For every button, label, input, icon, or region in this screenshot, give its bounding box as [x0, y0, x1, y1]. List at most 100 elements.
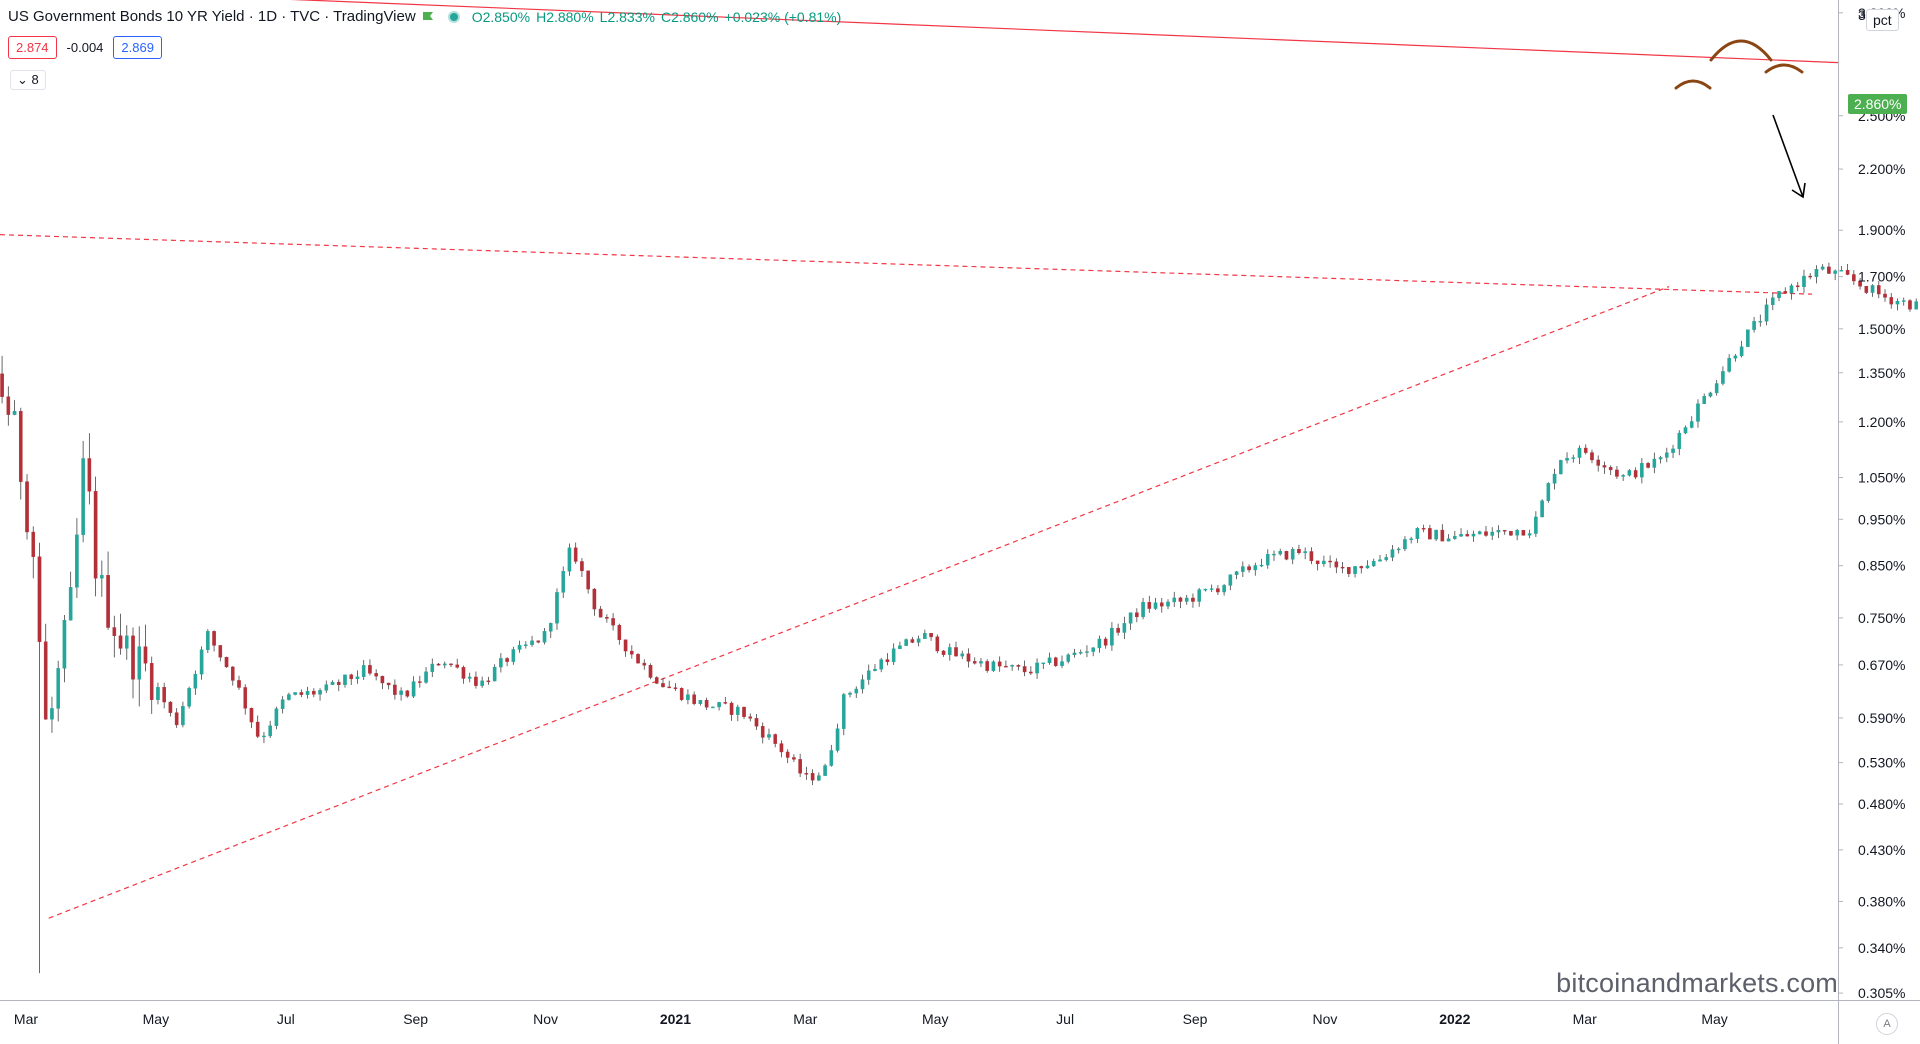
- candle-body: [829, 750, 834, 766]
- candle-down: [1602, 461, 1607, 474]
- candle-body: [573, 547, 578, 562]
- candle-down: [249, 707, 254, 729]
- watermark: bitcoinandmarkets.com: [1556, 968, 1838, 998]
- candle-down: [1340, 561, 1345, 574]
- candle-down: [935, 634, 940, 654]
- candle-body: [37, 556, 42, 642]
- candle-body: [68, 587, 73, 621]
- scale-unit-button[interactable]: pct: [1866, 9, 1899, 31]
- candle-body: [848, 692, 852, 695]
- candle-down: [131, 627, 135, 699]
- candle-body: [1583, 447, 1588, 453]
- candle-body: [1303, 551, 1307, 554]
- sell-button[interactable]: 2.874: [8, 36, 57, 59]
- candle-down: [1864, 285, 1869, 294]
- auto-scale-button[interactable]: A: [1876, 1013, 1898, 1035]
- candle-down: [474, 671, 478, 689]
- candle-body: [436, 663, 441, 666]
- candle-down: [218, 645, 223, 662]
- candle-up: [979, 658, 983, 667]
- candle-up: [75, 518, 79, 598]
- candle-up: [1035, 658, 1039, 679]
- candle-up: [1571, 454, 1576, 463]
- candle-body: [1752, 321, 1756, 330]
- candle-down: [112, 615, 117, 658]
- candle-down: [611, 613, 615, 631]
- candle-body: [1895, 300, 1900, 305]
- candle-down: [773, 733, 778, 748]
- candle-up: [274, 706, 279, 730]
- candle-body: [1777, 291, 1781, 298]
- candle-up: [1833, 269, 1837, 281]
- candle-body: [293, 692, 297, 695]
- candle-up: [199, 646, 204, 680]
- candle-up: [1272, 550, 1276, 561]
- candle-body: [1253, 565, 1258, 571]
- candle-body: [1652, 458, 1657, 468]
- candle-body: [530, 640, 534, 645]
- buy-button[interactable]: 2.869: [113, 36, 162, 59]
- candle-body: [1789, 285, 1794, 294]
- candle-body: [804, 773, 809, 775]
- candle-up: [181, 701, 185, 728]
- candle-up: [891, 643, 896, 665]
- chevron-down-icon: ⌄: [17, 72, 28, 87]
- candle-up: [1172, 591, 1177, 607]
- candle-body: [779, 743, 784, 753]
- candle-up: [1777, 291, 1781, 302]
- candle-up: [1471, 530, 1476, 542]
- candle-down: [1883, 289, 1887, 302]
- candle-body: [112, 627, 117, 636]
- candle-down: [929, 633, 933, 641]
- candle-body: [954, 647, 958, 657]
- candle-body: [904, 639, 908, 646]
- candle-body: [916, 638, 921, 643]
- candle-up: [1565, 452, 1569, 464]
- candle-up: [268, 720, 272, 739]
- candle-down: [754, 714, 759, 730]
- indicators-toggle[interactable]: ⌄ 8: [10, 70, 46, 90]
- candle-body: [1795, 285, 1800, 288]
- candle-up: [1184, 594, 1189, 605]
- candle-up: [1708, 391, 1713, 398]
- candle-body: [935, 636, 940, 652]
- candle-body: [187, 688, 191, 707]
- symbol-title[interactable]: US Government Bonds 10 YR Yield · 1D · T…: [8, 8, 416, 25]
- candle-body: [947, 647, 952, 655]
- candle-body: [1596, 459, 1601, 466]
- candle-body: [1746, 329, 1750, 347]
- x-tick-label: Jul: [277, 1011, 295, 1027]
- candle-up: [1546, 482, 1551, 503]
- candle-body: [1459, 534, 1463, 537]
- candle-down: [1428, 524, 1432, 540]
- flag-icon[interactable]: [422, 11, 434, 23]
- candle-body: [654, 677, 659, 684]
- spread-value: -0.004: [66, 40, 104, 55]
- candle-up: [960, 650, 965, 660]
- candle-up: [686, 689, 690, 705]
- candle-body: [1546, 483, 1551, 501]
- candle-down: [6, 386, 11, 426]
- candle-up: [860, 674, 865, 694]
- candle-up: [1085, 645, 1089, 658]
- candle-up: [324, 680, 329, 694]
- candle-up: [124, 625, 129, 660]
- candle-up: [1721, 366, 1725, 386]
- candle-body: [1590, 452, 1594, 461]
- candle-body: [891, 648, 896, 663]
- x-tick-label: Sep: [1183, 1011, 1208, 1027]
- candle-up: [698, 700, 703, 706]
- candle-body: [1315, 560, 1320, 565]
- candle-body: [43, 641, 48, 720]
- candle-up: [399, 687, 403, 701]
- x-tick-label: May: [922, 1011, 948, 1027]
- candle-body: [1876, 285, 1881, 295]
- candle-body: [991, 661, 996, 671]
- candle-up: [62, 614, 67, 683]
- candle-up: [1434, 529, 1438, 541]
- ohlc-change: +0.023% (+0.81%): [724, 8, 842, 25]
- candle-body: [586, 570, 590, 590]
- candle-up: [1041, 662, 1046, 669]
- candle-body: [760, 726, 765, 738]
